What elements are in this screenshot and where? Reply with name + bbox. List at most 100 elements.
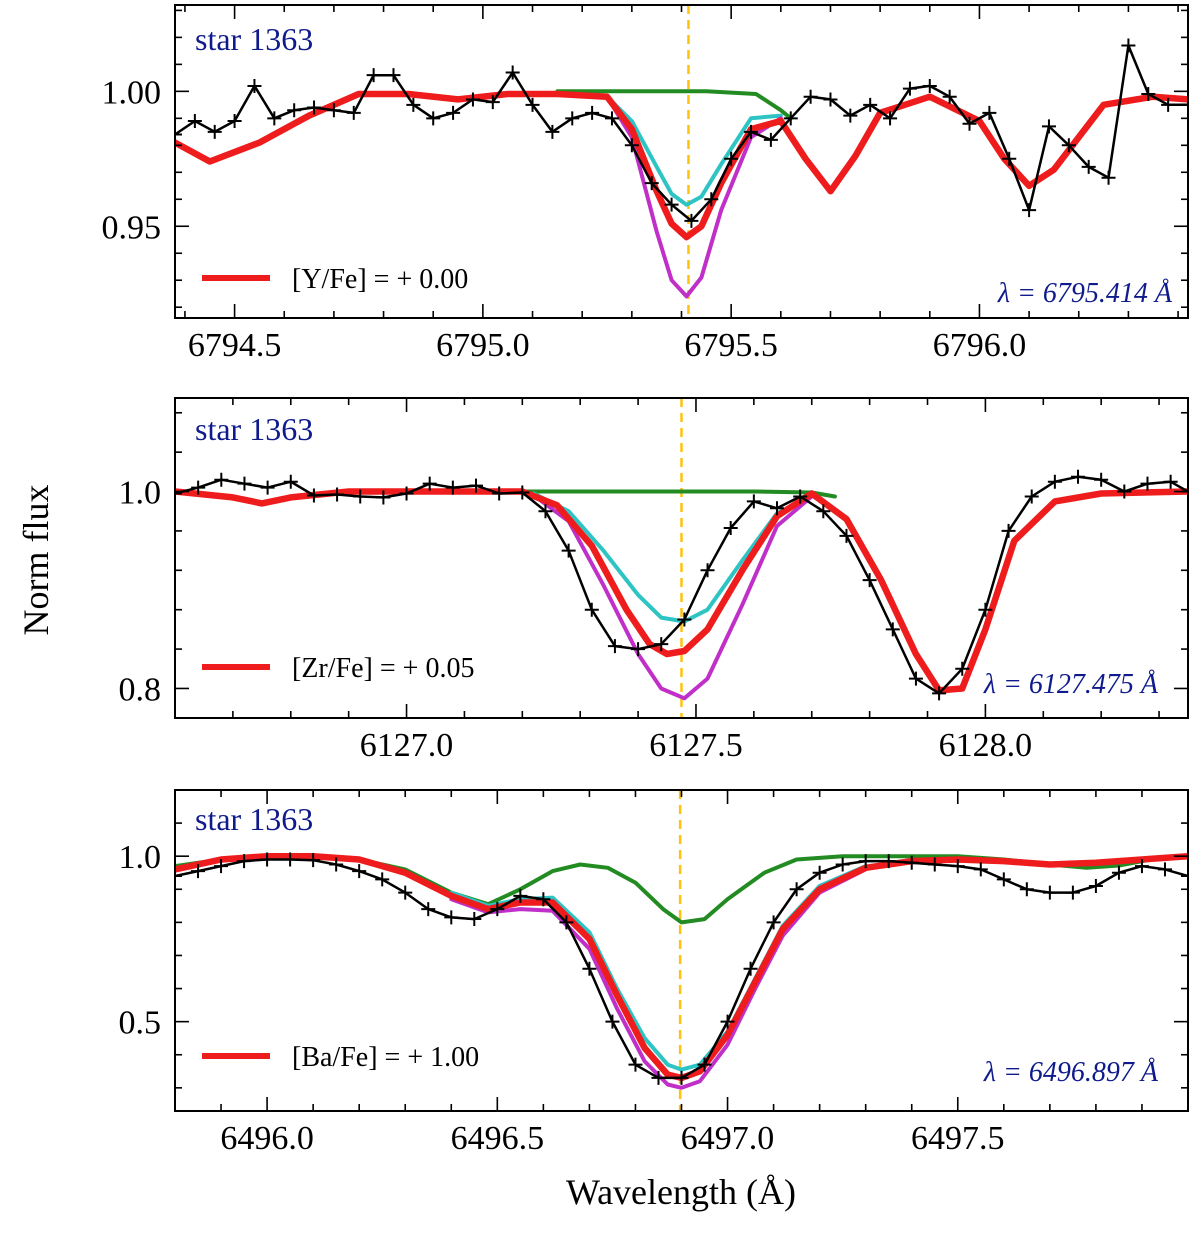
observed-point bbox=[654, 637, 669, 652]
observed-point bbox=[406, 97, 421, 112]
observed-point bbox=[1094, 472, 1109, 487]
observed-point bbox=[607, 639, 622, 654]
observed-point bbox=[704, 192, 719, 207]
panel-zirconium-legend-label: [Zr/Fe] = + 0.05 bbox=[292, 653, 474, 684]
observed-point bbox=[1111, 865, 1126, 880]
observed-point bbox=[1161, 97, 1176, 112]
observed-point bbox=[525, 97, 540, 112]
observed-point bbox=[843, 108, 858, 123]
panel-zirconium-ytick-labels: 0.8 1.0 bbox=[119, 475, 162, 709]
observed-point bbox=[862, 573, 877, 588]
observed-point bbox=[962, 116, 977, 131]
panel-yttrium-plot-area bbox=[175, 5, 1188, 318]
observed-point bbox=[306, 853, 321, 868]
panel-yttrium-legend-label: [Y/Fe] = + 0.00 bbox=[292, 264, 468, 295]
observed-point bbox=[1181, 869, 1188, 884]
observed-point bbox=[585, 105, 600, 120]
x-tick-label: 6796.0 bbox=[933, 327, 1027, 364]
series-higher-line bbox=[531, 493, 814, 701]
x-tick-label: 6795.5 bbox=[684, 327, 778, 364]
panel-yttrium-legend: [Y/Fe] = + 0.00 bbox=[202, 264, 468, 295]
observed-point bbox=[329, 857, 344, 872]
observed-point bbox=[858, 854, 873, 869]
observed-point bbox=[932, 686, 947, 701]
observed-point bbox=[950, 859, 965, 874]
observed-point bbox=[283, 852, 298, 867]
panel-barium-xtick-labels: 6496.0 6496.5 6497.0 6497.5 bbox=[220, 1120, 1004, 1157]
observed-point bbox=[467, 912, 482, 927]
observed-point bbox=[793, 489, 808, 504]
y-tick-label: 1.0 bbox=[119, 839, 162, 876]
observed-point bbox=[283, 474, 298, 489]
observed-point bbox=[582, 961, 597, 976]
observed-point bbox=[326, 103, 341, 118]
observed-point bbox=[559, 915, 574, 930]
observed-point bbox=[386, 68, 401, 83]
observed-point bbox=[783, 111, 798, 126]
x-tick-label: 6497.0 bbox=[681, 1120, 775, 1157]
observed-point bbox=[187, 114, 202, 129]
observed-point bbox=[624, 138, 639, 153]
observed-point bbox=[723, 520, 738, 535]
observed-point bbox=[214, 859, 229, 874]
observed-point bbox=[904, 855, 919, 870]
observed-point bbox=[505, 65, 520, 80]
observed-point bbox=[803, 89, 818, 104]
observed-point bbox=[260, 852, 275, 867]
panel-zirconium-plot-area bbox=[175, 398, 1188, 718]
observed-point bbox=[883, 111, 898, 126]
panel-zirconium-ticks bbox=[174, 398, 1188, 718]
panel-barium-line-wavelength: λ = 6496.897 Å bbox=[983, 1057, 1159, 1088]
series-lower-line bbox=[531, 491, 814, 624]
observed-point bbox=[330, 487, 345, 502]
observed-point bbox=[237, 476, 252, 491]
x-tick-label: 6496.5 bbox=[451, 1120, 545, 1157]
y-tick-label: 1.0 bbox=[119, 475, 162, 512]
panel-barium-plot-area bbox=[175, 790, 1188, 1111]
observed-point bbox=[605, 1014, 620, 1029]
observed-point bbox=[996, 872, 1011, 887]
observed-point bbox=[444, 910, 459, 925]
observed-point bbox=[1022, 203, 1037, 218]
observed-point bbox=[1117, 484, 1132, 499]
panel-yttrium-xtick-labels: 6794.5 6795.0 6795.5 6796.0 bbox=[188, 327, 1026, 364]
observed-point bbox=[631, 642, 646, 657]
observed-point bbox=[763, 132, 778, 147]
panel-zirconium: star 1363 [Zr/Fe] = + 0.05 λ = 6127.475 … bbox=[119, 397, 1189, 764]
observed-point bbox=[700, 563, 715, 578]
observed-point bbox=[260, 480, 275, 495]
observed-point bbox=[422, 476, 437, 491]
panel-yttrium-ticks bbox=[175, 5, 1188, 318]
observed-point bbox=[366, 68, 381, 83]
observed-point bbox=[927, 857, 942, 872]
observed-point bbox=[175, 486, 182, 501]
observed-point bbox=[1071, 469, 1086, 484]
observed-point bbox=[839, 528, 854, 543]
observed-point bbox=[538, 504, 553, 519]
observed-point bbox=[982, 105, 997, 120]
observed-point bbox=[1181, 97, 1188, 112]
observed-point bbox=[398, 885, 413, 900]
observed-point bbox=[823, 92, 838, 107]
observed-point bbox=[465, 92, 480, 107]
observed-point bbox=[724, 151, 739, 166]
observed-point bbox=[492, 486, 507, 501]
x-tick-label: 6496.0 bbox=[220, 1120, 314, 1157]
observed-point bbox=[1041, 119, 1056, 134]
y-axis-title: Norm flux bbox=[16, 485, 56, 636]
observed-point bbox=[545, 124, 560, 139]
observed-point bbox=[908, 671, 923, 686]
observed-point bbox=[1024, 489, 1039, 504]
x-tick-label: 6127.5 bbox=[649, 727, 743, 764]
observed-point bbox=[684, 213, 699, 228]
observed-point bbox=[307, 100, 322, 115]
observed-point bbox=[628, 1057, 643, 1072]
panel-yttrium-star-label: star 1363 bbox=[195, 21, 313, 57]
observed-point bbox=[978, 602, 993, 617]
panel-barium-legend-label: [Ba/Fe] = + 1.00 bbox=[292, 1042, 479, 1073]
observed-point bbox=[175, 127, 182, 142]
observed-point bbox=[421, 902, 436, 917]
observed-point bbox=[1141, 87, 1156, 102]
panel-zirconium-xtick-labels: 6127.0 6127.5 6128.0 bbox=[360, 727, 1032, 764]
observed-point bbox=[835, 857, 850, 872]
